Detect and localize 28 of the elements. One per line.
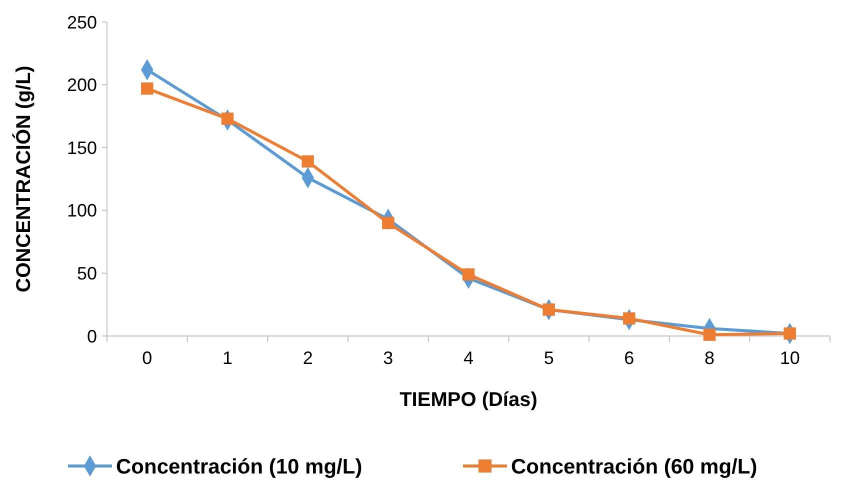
x-tick-label: 8 bbox=[704, 348, 715, 368]
y-tick-label: 0 bbox=[86, 326, 97, 346]
point bbox=[302, 155, 314, 168]
y-tick-label: 50 bbox=[76, 264, 97, 284]
legend-label: Concentración (10 mg/L) bbox=[116, 455, 362, 478]
y-axis-title: CONCENTRACIÓN (g/L) bbox=[12, 66, 35, 292]
x-tick-label: 1 bbox=[222, 348, 233, 368]
x-tick-label: 0 bbox=[142, 348, 152, 368]
x-tick-label: 3 bbox=[383, 348, 394, 368]
point bbox=[462, 268, 475, 281]
y-tick-label: 150 bbox=[66, 138, 97, 158]
x-tick-label: 10 bbox=[780, 348, 800, 368]
x-tick-label: 5 bbox=[544, 348, 554, 368]
x-axis-title: TIEMPO (Días) bbox=[400, 389, 538, 411]
x-tick-label: 4 bbox=[463, 348, 474, 368]
point bbox=[623, 312, 636, 325]
legend-label: Concentración (60 mg/L) bbox=[511, 455, 758, 478]
point bbox=[703, 328, 716, 341]
x-tick-label: 2 bbox=[302, 348, 313, 368]
x-tick-label: 6 bbox=[624, 348, 634, 368]
y-tick-label: 250 bbox=[66, 12, 97, 32]
point bbox=[221, 112, 234, 125]
point bbox=[784, 327, 796, 340]
point bbox=[542, 304, 555, 316]
point bbox=[141, 82, 154, 95]
y-tick-label: 100 bbox=[66, 200, 97, 221]
point bbox=[382, 216, 394, 230]
y-tick-label: 200 bbox=[66, 75, 97, 96]
